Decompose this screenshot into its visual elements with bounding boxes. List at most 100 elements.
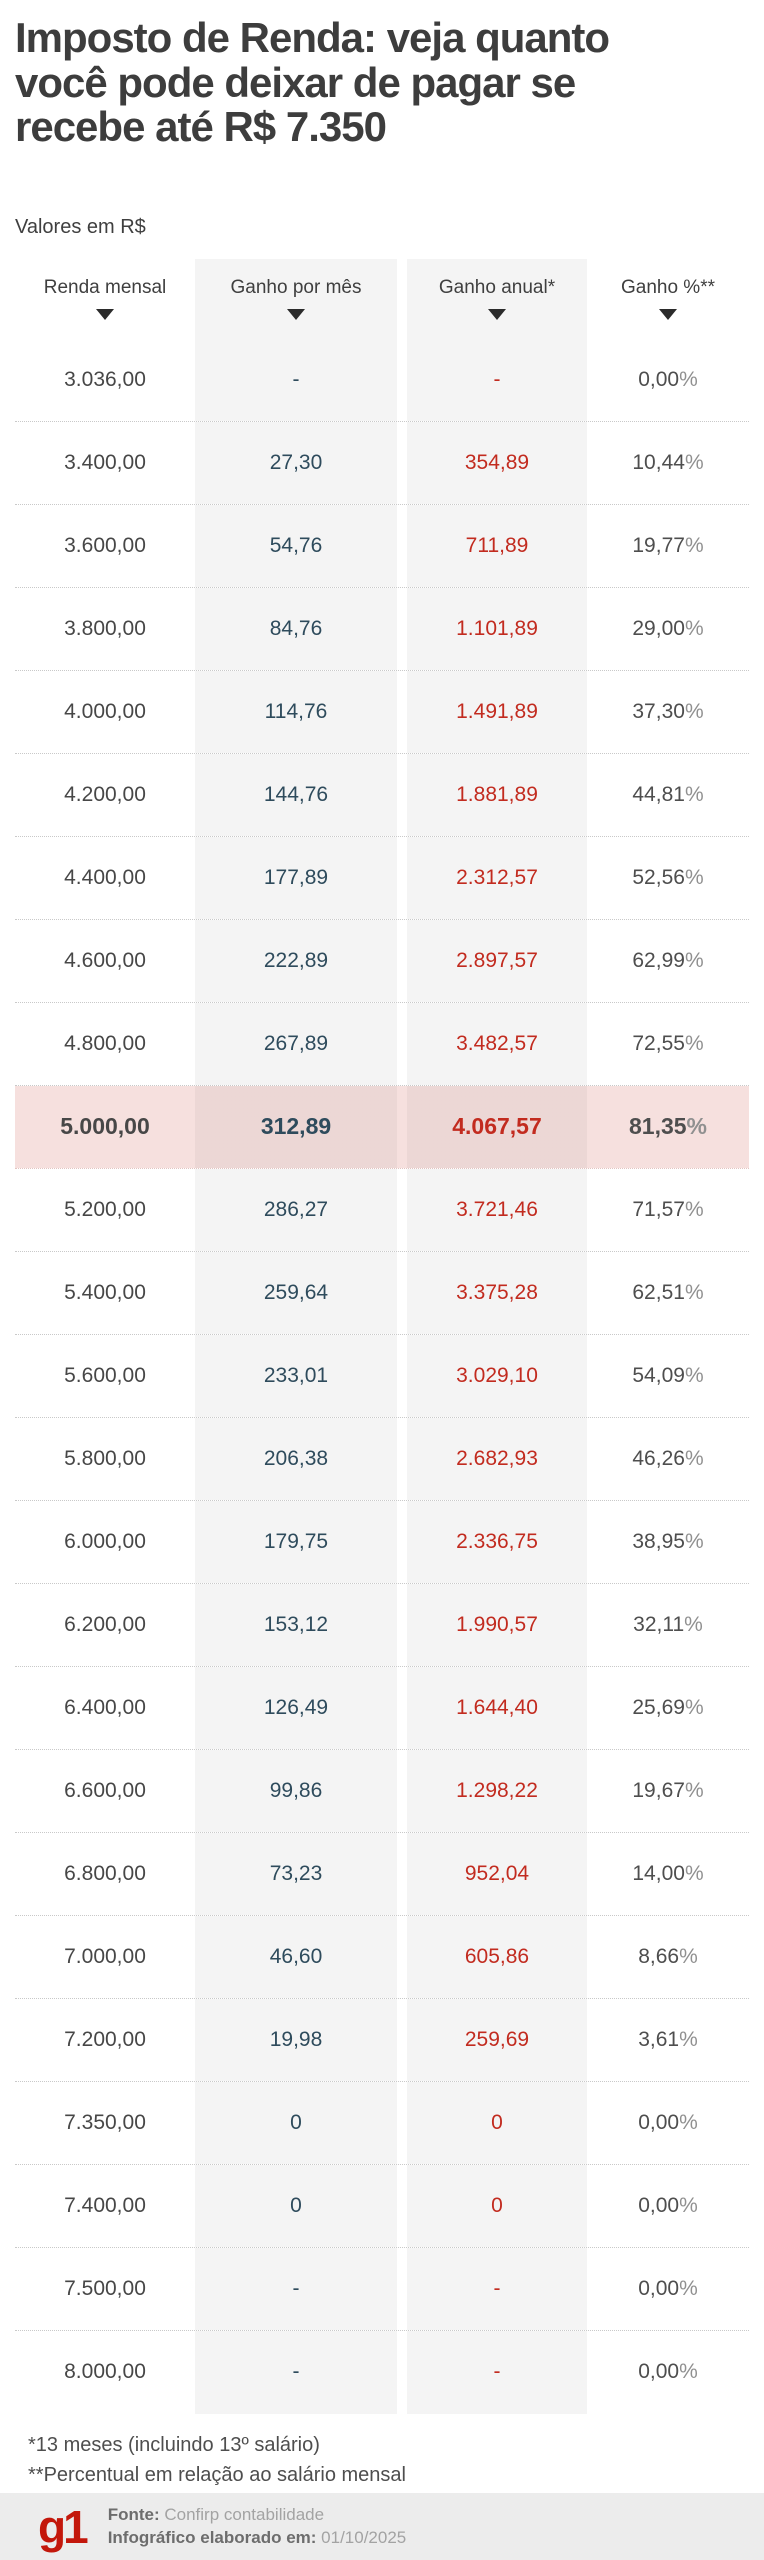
percent-sign: % <box>684 1363 704 1387</box>
ganho-pct-value: 46,26% <box>632 1447 703 1471</box>
column-gap <box>397 1418 407 1500</box>
percent-sign: % <box>686 1113 707 1140</box>
ganho-pct-cell: 37,30% <box>587 671 749 753</box>
ganho-mes-value: 206,38 <box>263 1446 329 1470</box>
column-gap <box>397 671 407 753</box>
pct-number: 52,56 <box>632 865 685 889</box>
ganho-anual-cell: 1.881,89 <box>407 753 587 836</box>
renda-mensal-cell: 7.000,00 <box>15 1916 195 1998</box>
triangle-down-icon <box>96 308 114 320</box>
column-gap <box>397 1833 407 1915</box>
renda-mensal-cell: 4.400,00 <box>15 837 195 919</box>
ganho-mes-value: 222,89 <box>263 948 329 972</box>
table-row: 4.600,00 222,89 2.897,57 62,99% <box>15 919 749 1003</box>
percent-sign: % <box>684 1529 704 1553</box>
column-gap <box>397 1667 407 1749</box>
percent-sign: % <box>679 367 698 391</box>
ganho-anual-cell: - <box>407 2330 587 2414</box>
ganho-mes-cell: 206,38 <box>195 1417 397 1500</box>
percent-sign: % <box>684 1446 704 1470</box>
g1-logo: g1 <box>38 2500 89 2553</box>
pct-number: 0,00 <box>638 2110 680 2134</box>
source-value: Confirp contabilidade <box>164 2504 325 2524</box>
renda-mensal-cell: 7.200,00 <box>15 1999 195 2081</box>
renda-mensal-value: 5.200,00 <box>64 1197 146 1221</box>
pct-number: 32,11 <box>633 1612 685 1636</box>
column-gap <box>397 2082 407 2164</box>
ganho-mes-value: - <box>292 2276 300 2300</box>
source-label: Fonte: <box>107 2504 160 2524</box>
renda-mensal-value: 4.800,00 <box>64 1031 146 1055</box>
pct-number: 62,99 <box>632 948 685 972</box>
ganho-pct-cell: 46,26% <box>587 1418 749 1500</box>
footnote-annual: *13 meses (incluindo 13º salário) <box>28 2433 320 2456</box>
ganho-pct-value: 71,57% <box>632 1198 703 1222</box>
ganho-mes-cell: 0 <box>195 2081 397 2164</box>
ganho-mes-value: 27,30 <box>269 450 323 474</box>
ganho-mes-cell: 99,86 <box>195 1749 397 1832</box>
ganho-anual-value: 0 <box>491 2110 503 2134</box>
ganho-pct-cell: 0,00% <box>587 2165 749 2247</box>
ganho-anual-value: 3.375,28 <box>456 1280 538 1304</box>
ganho-mes-value: - <box>292 367 300 391</box>
column-header-ganho-anual: Ganho anual* <box>407 258 587 339</box>
table-row: 6.800,00 73,23 952,04 14,00% <box>15 1832 749 1916</box>
ganho-anual-value: 1.881,89 <box>456 782 538 806</box>
renda-mensal-value: 3.400,00 <box>64 450 146 474</box>
column-gap <box>397 259 407 339</box>
column-gap <box>397 1335 407 1417</box>
renda-mensal-value: 3.036,00 <box>64 367 146 391</box>
ganho-anual-value: 711,89 <box>465 533 529 557</box>
ganho-pct-value: 0,00% <box>638 2360 698 2384</box>
ganho-mes-value: 114,76 <box>264 699 328 723</box>
ganho-anual-value: 2.312,57 <box>456 865 538 889</box>
table-row: 3.400,00 27,30 354,89 10,44% <box>15 421 749 505</box>
ganho-mes-cell: 286,27 <box>195 1168 397 1251</box>
table-row: 5.400,00 259,64 3.375,28 62,51% <box>15 1251 749 1335</box>
renda-mensal-cell: 4.000,00 <box>15 671 195 753</box>
ganho-pct-cell: 19,67% <box>587 1750 749 1832</box>
ganho-mes-value: 99,86 <box>269 1778 323 1802</box>
triangle-down-icon <box>287 308 305 320</box>
ganho-pct-value: 0,00% <box>638 368 698 392</box>
percent-sign: % <box>684 450 704 474</box>
column-header-label: Ganho por mês <box>230 276 362 298</box>
column-gap <box>397 1999 407 2081</box>
ganho-mes-cell: 73,23 <box>195 1832 397 1915</box>
ganho-anual-cell: 2.336,75 <box>407 1500 587 1583</box>
renda-mensal-cell: 4.800,00 <box>15 1003 195 1085</box>
ganho-anual-value: 1.491,89 <box>456 699 538 723</box>
renda-mensal-cell: 5.600,00 <box>15 1335 195 1417</box>
ganho-pct-value: 29,00% <box>632 617 703 641</box>
ganho-mes-value: 73,23 <box>269 1861 323 1885</box>
ganho-mes-value: 179,75 <box>263 1529 329 1553</box>
ganho-pct-cell: 10,44% <box>587 422 749 504</box>
ganho-pct-cell: 72,55% <box>587 1003 749 1085</box>
renda-mensal-value: 7.400,00 <box>64 2193 146 2217</box>
percent-sign: % <box>684 699 704 723</box>
percent-sign: % <box>684 1612 703 1636</box>
ganho-anual-cell: 1.644,40 <box>407 1666 587 1749</box>
ganho-anual-cell: 0 <box>407 2164 587 2247</box>
ganho-pct-value: 62,99% <box>632 949 703 973</box>
ganho-pct-value: 37,30% <box>632 700 703 724</box>
ganho-mes-cell: 19,98 <box>195 1998 397 2081</box>
ganho-pct-cell: 38,95% <box>587 1501 749 1583</box>
ganho-mes-value: 54,76 <box>269 533 323 557</box>
renda-mensal-cell: 7.400,00 <box>15 2165 195 2247</box>
column-gap <box>397 1169 407 1251</box>
triangle-down-icon <box>488 308 506 320</box>
ganho-pct-cell: 29,00% <box>587 588 749 670</box>
footnote-percent: **Percentual em relação ao salário mensa… <box>28 2463 406 2486</box>
table-row: 3.800,00 84,76 1.101,89 29,00% <box>15 587 749 671</box>
table-row: 7.350,00 0 0 0,00% <box>15 2081 749 2165</box>
ganho-mes-cell: 54,76 <box>195 504 397 587</box>
ganho-anual-cell: 259,69 <box>407 1998 587 2081</box>
percent-sign: % <box>684 865 704 889</box>
renda-mensal-value: 5.000,00 <box>60 1113 150 1140</box>
ganho-anual-value: 2.682,93 <box>456 1446 538 1470</box>
ganho-mes-value: 19,98 <box>269 2027 323 2051</box>
credits-text: Fonte: Confirp contabilidade Infográfico… <box>108 2504 407 2550</box>
column-gap <box>397 2248 407 2330</box>
ganho-mes-cell: 312,89 <box>195 1085 397 1168</box>
